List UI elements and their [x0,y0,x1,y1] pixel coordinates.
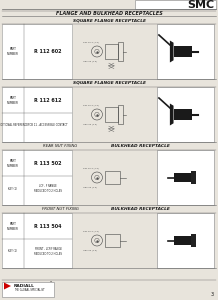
Text: BULKHEAD RECEPTACLE: BULKHEAD RECEPTACLE [111,207,169,211]
Text: RADIALL: RADIALL [14,284,35,288]
Text: REF 66.4 (1.6): REF 66.4 (1.6) [83,105,99,106]
Text: THE GLOBAL SPECIALIST: THE GLOBAL SPECIALIST [14,288,45,292]
Text: REF 66.4 (1.6): REF 66.4 (1.6) [83,42,99,44]
Bar [157,87,214,142]
Text: KEY (1): KEY (1) [9,187,18,190]
Polygon shape [4,283,11,290]
Bar [2,150,72,205]
Bar [105,44,118,59]
Text: KEY (1): KEY (1) [9,250,18,254]
Text: BULKHEAD RECEPTACLE: BULKHEAD RECEPTACLE [111,144,169,148]
Bar [174,109,192,120]
Text: FRONT NUT FIXING: FRONT NUT FIXING [42,207,78,211]
Text: PCB 11 - ACCESSIBLE CONTACT: PCB 11 - ACCESSIBLE CONTACT [28,124,68,128]
Text: SQUARE FLANGE RECEPTACLE: SQUARE FLANGE RECEPTACLE [73,18,145,22]
Text: TM: TM [49,281,52,282]
Bar [174,172,191,182]
Text: HEX 66 (1.5): HEX 66 (1.5) [83,250,97,251]
Text: HEX 66 (1.5): HEX 66 (1.5) [83,124,97,125]
Text: HEX 66 (1.5): HEX 66 (1.5) [83,187,97,188]
Bar [118,42,123,62]
Bar [2,24,72,79]
Text: R 112 612: R 112 612 [34,98,62,103]
Text: PART
NUMBER: PART NUMBER [7,96,19,105]
Bar [118,105,123,124]
Bar [191,235,196,247]
Text: ADDITIONAL REFERENCE: ADDITIONAL REFERENCE [0,124,29,128]
Text: REF 66.4 (1.6): REF 66.4 (1.6) [83,231,99,232]
Bar [105,234,119,247]
Polygon shape [170,40,174,62]
Bar [2,87,72,142]
Text: PART
NUMBER: PART NUMBER [7,223,19,231]
Text: SQUARE FLANGE RECEPTACLE: SQUARE FLANGE RECEPTACLE [73,81,145,85]
Bar [174,46,192,57]
Bar [2,282,54,297]
Text: PART
NUMBER: PART NUMBER [7,47,19,56]
Text: FRONT - LCF/F RANGE
REDUCED TO 2 HOLES: FRONT - LCF/F RANGE REDUCED TO 2 HOLES [34,247,62,256]
Text: SMC: SMC [187,0,214,10]
Bar [135,0,216,9]
Text: R 113 504: R 113 504 [34,224,62,229]
Text: REAR NUT FIXING: REAR NUT FIXING [43,144,77,148]
Bar [105,171,119,184]
Bar [2,213,72,268]
Bar [191,171,196,184]
Text: PART
NUMBER: PART NUMBER [7,159,19,168]
Text: FLANGE AND BULKHEAD RECEPTACLES: FLANGE AND BULKHEAD RECEPTACLES [56,11,162,16]
Text: HEX 66 (1.5): HEX 66 (1.5) [83,61,97,62]
Bar [157,24,214,79]
Bar [174,236,191,245]
Text: R 113 502: R 113 502 [34,161,62,166]
Bar [105,107,118,122]
Text: R 112 602: R 112 602 [34,49,62,54]
Bar [157,150,214,205]
Polygon shape [170,103,174,125]
Text: LCF - F RANGE
REDUCED TO 2 HOLES: LCF - F RANGE REDUCED TO 2 HOLES [34,184,62,193]
Bar [157,213,214,268]
Text: 3: 3 [211,292,214,298]
Text: REF 66.4 (1.6): REF 66.4 (1.6) [83,168,99,170]
